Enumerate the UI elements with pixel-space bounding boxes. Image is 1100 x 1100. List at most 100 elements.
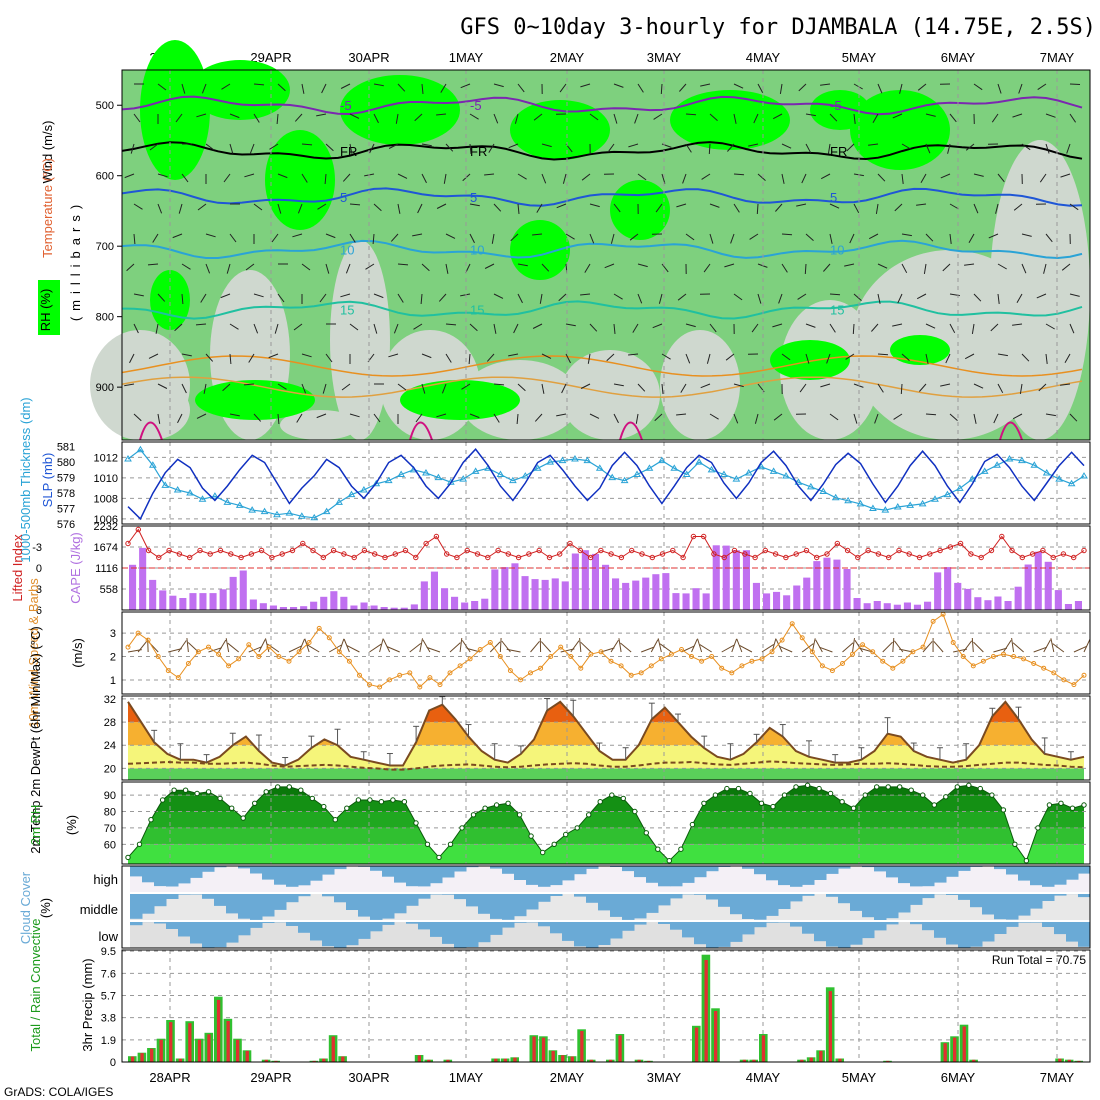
cloud-cover-bar	[850, 922, 863, 945]
warm-isotherm	[121, 376, 1083, 398]
precip-convective-bar	[1067, 1059, 1071, 1062]
cape-bar	[481, 598, 489, 610]
thickness-point	[297, 512, 306, 519]
li-point	[526, 551, 532, 557]
cloud-cover-bar	[886, 866, 899, 878]
precip-convective-bar	[828, 991, 832, 1062]
isotherm-label: FR	[340, 144, 357, 159]
wind-barb	[341, 383, 351, 391]
cloud-cover-bar	[166, 922, 179, 929]
wind-barb	[947, 143, 951, 154]
wind-barb	[469, 413, 480, 419]
wind-barb	[325, 143, 334, 152]
li-point	[320, 554, 326, 561]
wind-barb	[390, 233, 399, 242]
wind-barb	[604, 263, 615, 269]
cloud-cover-bar	[970, 894, 983, 908]
cloud-cover-bar	[586, 866, 599, 869]
thickness-point	[372, 479, 381, 487]
thickness-point	[645, 464, 654, 471]
cloud-cover-bar	[1018, 894, 1031, 916]
rh-moist-area	[265, 130, 335, 230]
cape-bar	[783, 595, 791, 610]
cape-bar	[803, 577, 811, 610]
wind-speed-point	[387, 677, 393, 683]
wind-barb	[579, 638, 582, 653]
wind-barb	[277, 173, 288, 179]
cape-bar	[441, 588, 449, 610]
wind-barb	[775, 203, 783, 212]
rh-point	[643, 830, 649, 836]
cloud-cover-bar	[838, 922, 851, 948]
cape-bar	[732, 550, 740, 610]
p1-label-wind: Wind (m/s)	[40, 121, 55, 184]
wind-barb	[203, 383, 207, 394]
temp-band	[128, 768, 1084, 780]
wind-speed-point	[336, 649, 342, 655]
rh-point	[136, 841, 143, 847]
wind-barb	[445, 143, 454, 152]
cloud-cover-bar	[490, 894, 503, 919]
wind-barb	[349, 323, 359, 331]
li-point	[649, 554, 655, 561]
wind-barb	[805, 233, 814, 241]
thickness-point	[595, 464, 604, 471]
wind-speed-point	[890, 665, 896, 671]
li-point	[372, 551, 378, 557]
wind-barb	[634, 113, 639, 124]
precip-convective-bar	[694, 1027, 699, 1062]
bottom-date-label: 7MAY	[1040, 1070, 1075, 1085]
wind-barb	[1083, 639, 1091, 653]
cloud-cover-bar	[514, 922, 527, 923]
wind-speed-point	[1031, 661, 1037, 666]
precip-convective-bar	[331, 1036, 335, 1062]
wind-barb	[421, 173, 427, 184]
cloud-cover-bar	[754, 866, 767, 875]
wind-barb	[868, 143, 879, 146]
rh-point	[159, 797, 166, 803]
cloud-cover-bar	[262, 894, 275, 917]
wind-barb	[852, 323, 855, 335]
isotherm-line	[121, 141, 1083, 161]
wind-barb	[949, 413, 958, 421]
thickness-point	[869, 504, 877, 512]
li-point	[187, 554, 193, 561]
cloud-cover-bar	[202, 922, 215, 948]
thickness-point	[633, 470, 641, 477]
thickness-point	[794, 478, 803, 485]
wind-barb	[499, 637, 502, 653]
rh-point	[263, 789, 269, 795]
wind-barb	[632, 323, 639, 333]
wind-speed-point	[769, 649, 775, 655]
wind-barb	[172, 233, 183, 239]
cape-bar	[300, 606, 308, 610]
cloud-cover-bar	[706, 922, 719, 948]
cloud-cover-bar	[502, 894, 515, 920]
wind-barb	[349, 413, 360, 418]
wind-barb	[773, 413, 783, 421]
li-line	[127, 528, 1085, 559]
wind-barb	[229, 413, 240, 417]
wind-barb	[991, 113, 999, 123]
cloud-level-label: low	[98, 929, 118, 944]
wind-barb	[731, 638, 738, 653]
wind-barb	[973, 83, 983, 91]
wind-barb	[149, 143, 159, 151]
wind-barb	[1036, 293, 1047, 299]
wind-barb	[218, 639, 227, 653]
cape-bar	[259, 603, 267, 610]
precip-convective-bar	[226, 1021, 230, 1062]
li-point	[865, 547, 871, 554]
li-point	[197, 547, 203, 554]
cape-bar	[571, 553, 579, 610]
isotherm-label: 5	[830, 190, 837, 205]
wind-speed-point	[457, 663, 463, 669]
cloud-cover-bar	[730, 922, 743, 942]
rh-point	[966, 782, 972, 788]
wind-barb	[804, 263, 807, 275]
cape-bar	[1054, 590, 1062, 610]
panel-frame	[121, 441, 1091, 525]
wind-barb	[805, 143, 812, 154]
cloud-cover-bar	[634, 922, 647, 925]
precip-convective-bar	[752, 1059, 756, 1062]
